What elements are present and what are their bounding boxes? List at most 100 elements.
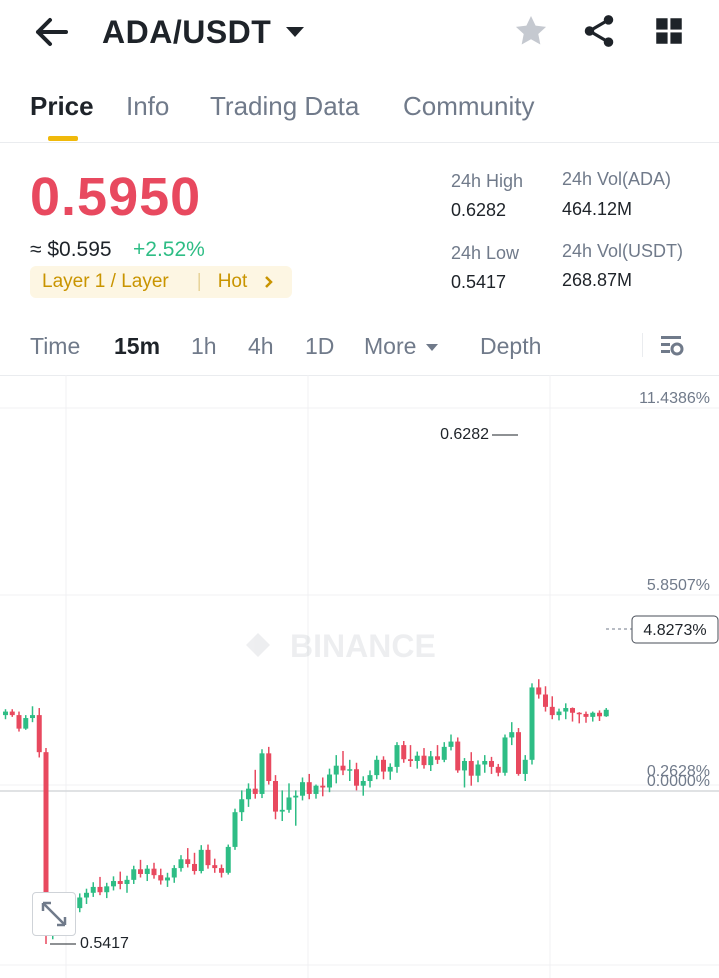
low-value: 0.5417 xyxy=(451,272,507,292)
candle-body xyxy=(529,687,535,760)
tab-price[interactable]: Price xyxy=(30,91,94,121)
watermark-text: BINANCE xyxy=(290,628,436,664)
star-icon xyxy=(515,15,547,45)
tf-1h[interactable]: 1h xyxy=(191,333,217,359)
tf-more-label: More xyxy=(364,333,417,359)
chart-settings-button[interactable] xyxy=(658,332,686,360)
candle-body xyxy=(522,759,528,774)
candle-body xyxy=(273,781,278,812)
candle-body xyxy=(36,715,42,753)
candle-body xyxy=(219,868,224,873)
candle-body xyxy=(597,712,602,717)
candle-body xyxy=(543,694,548,707)
candle-body xyxy=(556,711,562,716)
candle-body xyxy=(117,881,123,884)
candle-body xyxy=(158,875,164,881)
candle-body xyxy=(381,759,386,772)
candle-body xyxy=(475,764,481,776)
candle-body xyxy=(144,868,150,874)
axis-label-top: 11.4386% xyxy=(639,390,710,407)
candle-body xyxy=(171,868,177,878)
candle-body xyxy=(30,715,35,719)
binance-watermark: BINANCE xyxy=(246,628,436,664)
arrow-left-icon xyxy=(36,18,68,46)
high-marker-label: 0.6282 xyxy=(440,426,489,443)
expand-icon xyxy=(41,901,67,927)
favorite-button[interactable] xyxy=(512,12,550,50)
candle-body xyxy=(192,863,197,872)
candle-body xyxy=(421,755,427,766)
tf-15m[interactable]: 15m xyxy=(114,333,161,359)
candle-body xyxy=(374,759,380,776)
candle-body xyxy=(502,737,508,773)
candle-body xyxy=(570,708,575,713)
candle-body xyxy=(387,766,393,772)
candle-body xyxy=(239,799,245,813)
candle-body xyxy=(266,753,272,782)
candle-body xyxy=(401,745,407,760)
candle-body xyxy=(441,746,447,760)
back-button[interactable] xyxy=(30,14,72,50)
candle-body xyxy=(232,812,238,847)
candles-group xyxy=(3,679,609,944)
fiat-price: ≈ $0.595 xyxy=(30,238,112,261)
candle-body xyxy=(205,849,211,866)
current-percent: 4.8273% xyxy=(643,622,706,639)
candle-body xyxy=(306,782,312,794)
tf-1d[interactable]: 1D xyxy=(305,333,335,359)
tf-time[interactable]: Time xyxy=(30,333,81,359)
category-tag[interactable]: Layer 1 / Layer | Hot xyxy=(30,266,292,298)
candle-body xyxy=(360,781,366,786)
candle-body xyxy=(563,708,569,712)
candle-body xyxy=(313,785,319,794)
vol-base-label: 24h Vol(ADA) xyxy=(562,169,672,189)
high-value: 0.6282 xyxy=(451,200,507,220)
candle-body xyxy=(495,766,501,773)
tab-community[interactable]: Community xyxy=(403,91,535,121)
pair-selector[interactable]: ADA/USDT xyxy=(102,12,307,52)
candle-body xyxy=(468,760,474,776)
candle-body xyxy=(590,712,596,717)
candle-body xyxy=(225,846,231,873)
candle-body xyxy=(428,756,434,766)
high-label: 24h High xyxy=(451,171,524,191)
tab-info[interactable]: Info xyxy=(126,91,170,121)
candle-body xyxy=(462,760,467,771)
grid-icon xyxy=(656,18,682,44)
price-change: +2.52% xyxy=(133,238,205,261)
candle-body xyxy=(340,765,346,771)
share-icon xyxy=(584,15,614,47)
candle-body xyxy=(151,868,157,876)
candle-body xyxy=(259,753,265,794)
low-marker-label: 0.5417 xyxy=(80,935,129,952)
candle-body xyxy=(603,709,609,717)
tf-more[interactable]: More xyxy=(364,333,440,360)
candle-body xyxy=(408,759,413,761)
caret-down-icon xyxy=(286,27,305,37)
fullscreen-button[interactable] xyxy=(32,892,76,936)
timeframe-divider xyxy=(0,375,719,376)
axis-label-mid: 5.8507% xyxy=(647,577,710,594)
candle-body xyxy=(300,782,305,796)
candle-body xyxy=(320,785,326,788)
tf-bar-separator xyxy=(642,333,643,357)
tf-4h[interactable]: 4h xyxy=(248,333,274,359)
layout-button[interactable] xyxy=(652,14,686,48)
candle-body xyxy=(111,881,116,887)
pair-title: ADA/USDT xyxy=(102,13,272,50)
candle-body xyxy=(43,752,49,933)
candle-body xyxy=(84,892,89,898)
candlestick-chart[interactable]: BINANCE 11.4386% 5.8507% 0.2628% 0.0000%… xyxy=(0,375,719,978)
current-price-box xyxy=(631,615,719,644)
candle-body xyxy=(212,865,218,869)
candle-body xyxy=(347,769,353,771)
tf-depth[interactable]: Depth xyxy=(480,333,542,359)
candle-body xyxy=(185,859,191,864)
candle-body xyxy=(333,765,339,775)
candle-body xyxy=(293,795,299,798)
candle-body xyxy=(414,755,420,761)
share-button[interactable] xyxy=(580,12,618,50)
candle-body xyxy=(178,859,184,869)
tab-trading-data[interactable]: Trading Data xyxy=(210,91,360,121)
candle-body xyxy=(516,732,521,774)
